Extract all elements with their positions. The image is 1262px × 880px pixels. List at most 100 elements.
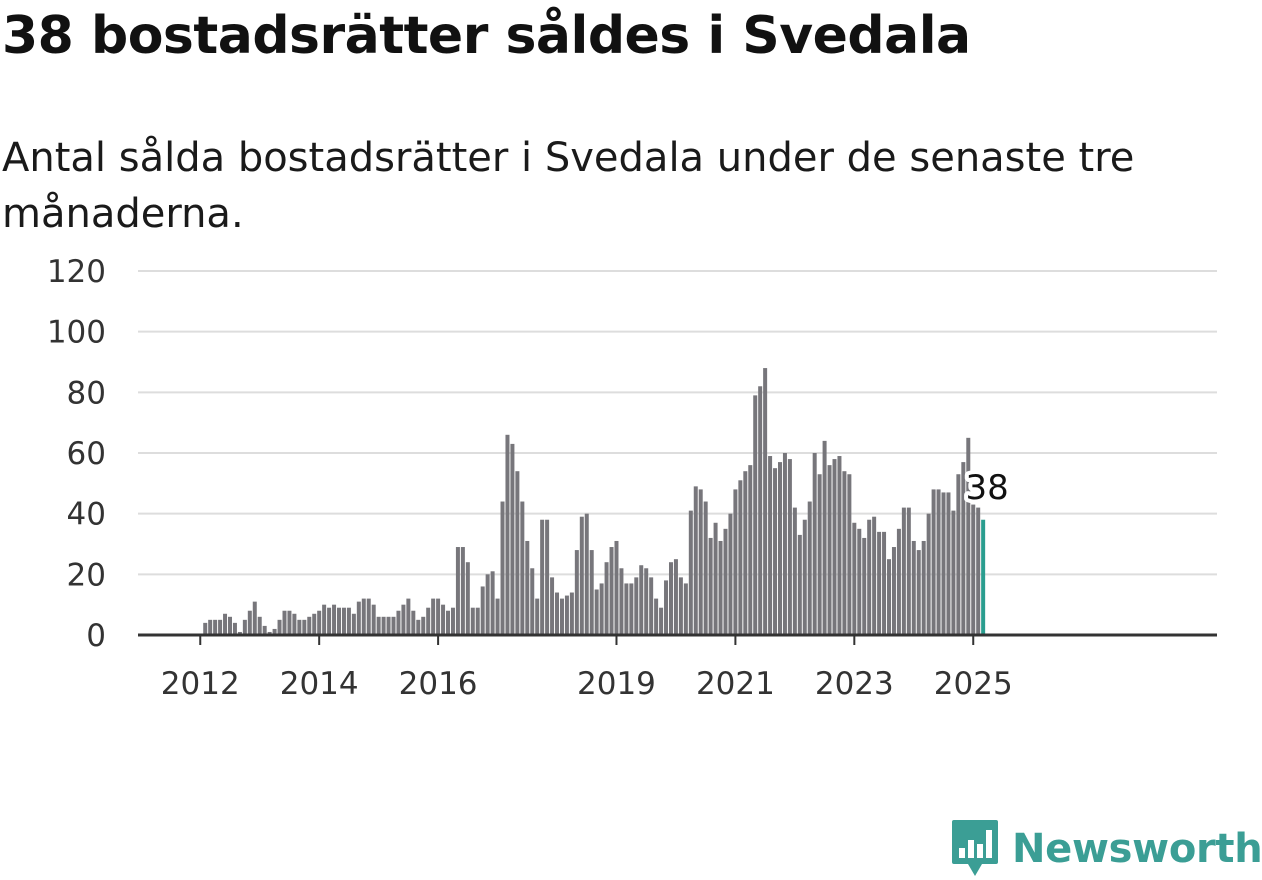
bar — [421, 616, 426, 635]
bar — [589, 550, 594, 635]
bar — [530, 568, 535, 635]
bar — [748, 465, 753, 635]
bar — [475, 607, 480, 635]
bar — [792, 507, 797, 635]
bar — [267, 631, 272, 635]
bar — [465, 562, 470, 635]
bar — [203, 622, 208, 635]
bar — [450, 607, 455, 635]
bar — [341, 607, 346, 635]
bar — [941, 492, 946, 635]
bar — [614, 540, 619, 635]
bar — [852, 522, 857, 635]
bar — [495, 598, 500, 635]
bar — [718, 540, 723, 635]
bar — [545, 519, 550, 635]
bar — [361, 598, 366, 635]
bar — [782, 453, 787, 635]
newsworthy-logo-icon — [952, 820, 998, 876]
bar — [787, 459, 792, 635]
bar — [807, 501, 812, 635]
brand-logo: Newsworthy — [950, 818, 1262, 880]
bar — [688, 510, 693, 635]
bar — [634, 577, 639, 635]
bar — [763, 368, 768, 635]
bar — [312, 613, 317, 635]
bar — [569, 592, 574, 635]
bar — [951, 510, 956, 635]
bar — [356, 601, 361, 635]
bar — [758, 386, 763, 635]
bar — [455, 547, 460, 635]
bar — [460, 547, 465, 635]
bar — [431, 598, 436, 635]
bar — [832, 459, 837, 635]
x-tick-label: 2025 — [934, 666, 1013, 702]
bar — [629, 583, 634, 635]
bar — [773, 468, 778, 635]
bar — [252, 601, 257, 635]
bar — [872, 516, 877, 635]
bar — [332, 604, 337, 635]
bar — [500, 501, 505, 635]
x-axis-labels: 2012 2014 2016 2019 2021 2023 2025 — [161, 666, 1013, 702]
bar — [257, 616, 262, 635]
bar — [668, 562, 673, 635]
bar — [802, 519, 807, 635]
bar — [307, 616, 312, 635]
x-tick-label: 2019 — [577, 666, 656, 702]
bar — [654, 598, 659, 635]
bar — [703, 501, 708, 635]
bar — [738, 480, 743, 635]
bar — [609, 547, 614, 635]
bar — [247, 610, 252, 635]
x-tick-label: 2012 — [161, 666, 240, 702]
bar — [693, 486, 698, 635]
bar — [227, 616, 232, 635]
bar — [822, 440, 827, 635]
y-tick-label: 60 — [67, 436, 106, 472]
bar — [584, 513, 589, 635]
bar — [599, 583, 604, 635]
bar — [877, 531, 882, 635]
bar — [446, 610, 451, 635]
bar — [659, 607, 664, 635]
bar — [242, 619, 247, 635]
bar — [525, 540, 530, 635]
y-tick-label: 100 — [47, 315, 106, 351]
bar — [817, 474, 822, 635]
bar — [490, 571, 495, 635]
x-tick-label: 2023 — [815, 666, 894, 702]
bar — [882, 531, 887, 635]
chart-subtitle: Antal sålda bostadsrätter i Svedala unde… — [2, 135, 1135, 237]
bar — [272, 628, 277, 635]
bar — [277, 619, 282, 635]
bar — [837, 456, 842, 635]
bar — [842, 471, 847, 635]
bar — [505, 434, 510, 635]
bar — [346, 607, 351, 635]
bar — [510, 443, 515, 635]
bar — [891, 547, 896, 635]
y-axis-labels: 0 20 40 60 80 100 120 — [47, 254, 106, 654]
bar — [213, 619, 218, 635]
bar — [624, 583, 629, 635]
bar — [678, 577, 683, 635]
bar — [337, 607, 341, 635]
bar — [723, 528, 728, 635]
bar — [579, 516, 584, 635]
bar — [976, 507, 981, 635]
bar — [520, 501, 525, 635]
bar — [619, 568, 624, 635]
bar — [371, 604, 376, 635]
bar — [559, 598, 564, 635]
bar — [921, 540, 926, 635]
bar — [862, 537, 867, 635]
gridlines — [138, 270, 1217, 576]
bar — [376, 616, 381, 635]
bar — [708, 537, 713, 635]
bar-latest — [981, 519, 986, 635]
bar — [857, 528, 862, 635]
bar — [262, 625, 267, 635]
